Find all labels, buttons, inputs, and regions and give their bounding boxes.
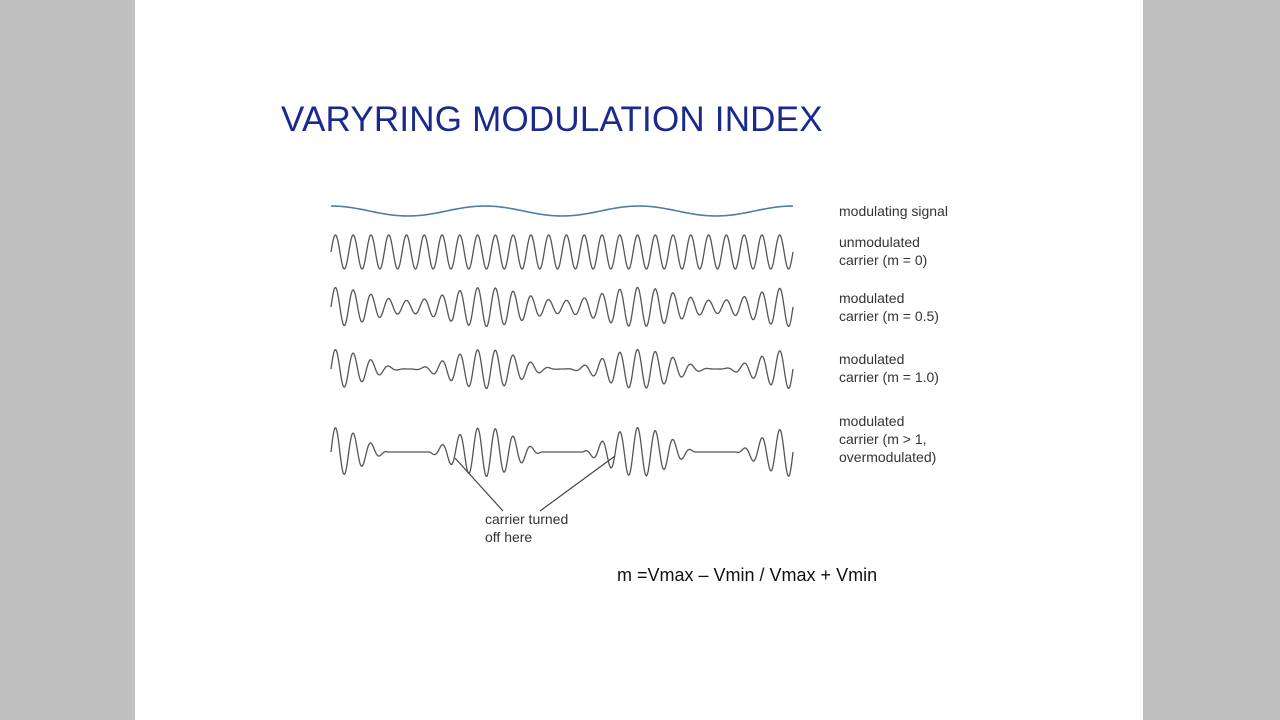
label-unmodulated-carrier: unmodulated carrier (m = 0) [839,234,928,268]
callout-pointer-left [454,457,504,512]
modulated-carrier-wave-m05 [330,286,794,328]
callout-carrier-off-label: carrier turned off here [485,511,569,545]
modulation-index-formula: m =Vmax – Vmin / Vmax + Vmin [617,565,878,585]
overmodulated-carrier-wave [330,426,794,478]
slide-title: VARYRING MODULATION INDEX [281,100,823,139]
callout-pointer-right [539,455,616,512]
unmodulated-carrier-wave [330,234,794,270]
label-modulated-carrier-m10: modulated carrier (m = 1.0) [839,351,939,385]
waveform-diagram [330,205,794,512]
modulated-carrier-wave-m10 [330,348,794,390]
modulating-signal-wave [330,205,794,217]
label-modulated-carrier-m05: modulated carrier (m = 0.5) [839,290,939,324]
label-modulating-signal: modulating signal [839,203,948,219]
slide: VARYRING MODULATION INDEX modulating sig… [135,0,1143,720]
label-overmodulated-carrier: modulated carrier (m > 1, overmodulated) [839,413,937,465]
